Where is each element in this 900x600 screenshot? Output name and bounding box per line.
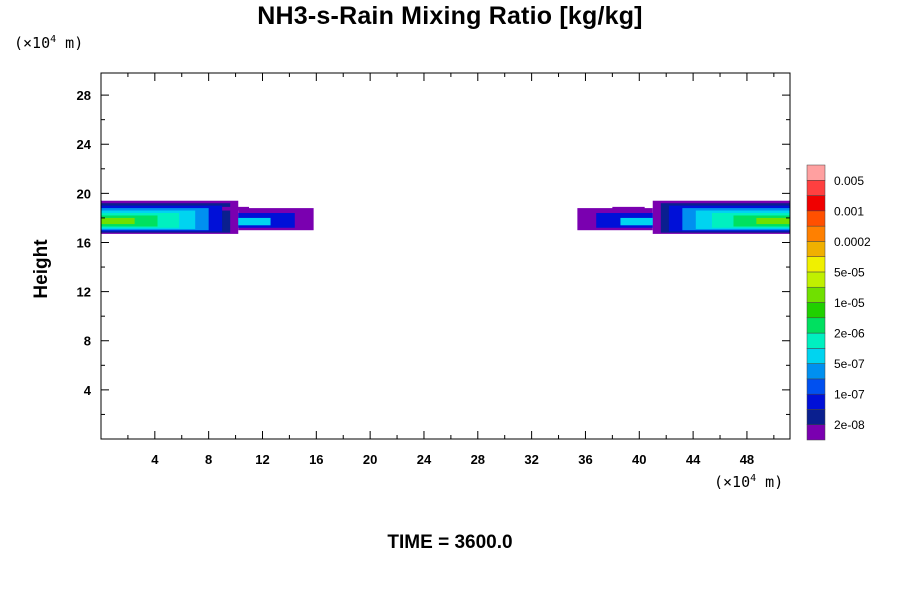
colorbar-swatch bbox=[806, 332, 826, 349]
colorbar-label: 2e-06 bbox=[834, 327, 865, 341]
x-tick-label: 8 bbox=[205, 452, 212, 467]
x-tick-label: 28 bbox=[471, 452, 485, 467]
colorbar-label: 0.0002 bbox=[834, 235, 871, 249]
colorbar-swatch bbox=[806, 271, 826, 288]
y-unit-suffix: m) bbox=[56, 34, 84, 52]
x-tick-label: 16 bbox=[309, 452, 323, 467]
colorbar-swatch bbox=[806, 302, 826, 319]
colorbar-swatch bbox=[806, 348, 826, 364]
contour-band-left-10 bbox=[238, 217, 271, 226]
colorbar-swatch bbox=[806, 241, 826, 257]
colorbar-swatch bbox=[806, 363, 826, 380]
x-tick-label: 48 bbox=[740, 452, 754, 467]
colorbar: 2e-08 1e-07 5e-07 2e-06 1e-05 5e-05 0.0002 0.00… bbox=[806, 164, 871, 441]
colorbar-label: 5e-07 bbox=[834, 357, 865, 371]
y-tick-label: 24 bbox=[77, 137, 92, 152]
y-tick-label: 12 bbox=[77, 285, 91, 300]
colorbar-swatch bbox=[806, 286, 826, 303]
x-tick-label: 12 bbox=[255, 452, 269, 467]
colorbar-label: 1e-07 bbox=[834, 388, 865, 402]
x-tick-label: 44 bbox=[686, 452, 701, 467]
colorbar-label: 2e-08 bbox=[834, 418, 865, 432]
plot-frame bbox=[100, 72, 791, 440]
colorbar-swatch bbox=[806, 180, 826, 196]
x-tick-label: 4 bbox=[151, 452, 159, 467]
contour-band-right-11 bbox=[612, 206, 645, 211]
colorbar-label: 5e-05 bbox=[834, 265, 865, 279]
contour-band-right-7 bbox=[756, 217, 790, 225]
colorbar-swatch bbox=[806, 164, 826, 181]
colorbar-swatch bbox=[806, 424, 826, 441]
colorbar-swatch bbox=[806, 393, 826, 410]
x-tick-label: 32 bbox=[524, 452, 538, 467]
x-unit-suffix: m) bbox=[756, 473, 784, 491]
y-tick-label: 28 bbox=[77, 88, 91, 103]
contour-band-left-11 bbox=[222, 206, 250, 211]
time-label: TIME = 3600.0 bbox=[387, 532, 513, 553]
colorbar-label: 0.001 bbox=[834, 204, 864, 218]
x-unit-prefix: (×10 bbox=[714, 473, 751, 491]
colorbar-swatch bbox=[806, 409, 826, 425]
x-axis-unit: (×104 m) bbox=[714, 473, 783, 491]
y-tick-label: 4 bbox=[84, 383, 92, 398]
y-unit-exponent: 4 bbox=[50, 34, 57, 45]
x-tick-label: 20 bbox=[363, 452, 377, 467]
chart-title: NH3-s-Rain Mixing Ratio [kg/kg] bbox=[257, 2, 643, 30]
colorbar-swatch bbox=[806, 195, 826, 212]
y-unit-prefix: (×10 bbox=[14, 34, 51, 52]
colorbar-label: 0.005 bbox=[834, 174, 864, 188]
y-tick-label: 16 bbox=[77, 235, 91, 250]
x-tick-label: 36 bbox=[578, 452, 592, 467]
y-axis-unit: (×104 m) bbox=[14, 34, 83, 52]
contour-fills bbox=[101, 200, 790, 234]
colorbar-swatch bbox=[806, 210, 826, 227]
contour-band-right-10 bbox=[620, 217, 653, 226]
y-tick-label: 8 bbox=[84, 334, 91, 349]
y-tick-label: 20 bbox=[77, 186, 91, 201]
colorbar-label: 1e-05 bbox=[834, 296, 865, 310]
contour-band-left-7 bbox=[101, 217, 135, 225]
colorbar-swatch bbox=[806, 256, 826, 273]
x-unit-exponent: 4 bbox=[750, 473, 757, 484]
x-tick-label: 40 bbox=[632, 452, 646, 467]
x-tick-label: 24 bbox=[417, 452, 432, 467]
colorbar-swatch bbox=[806, 225, 826, 242]
colorbar-swatch bbox=[806, 317, 826, 334]
colorbar-swatch bbox=[806, 378, 826, 395]
